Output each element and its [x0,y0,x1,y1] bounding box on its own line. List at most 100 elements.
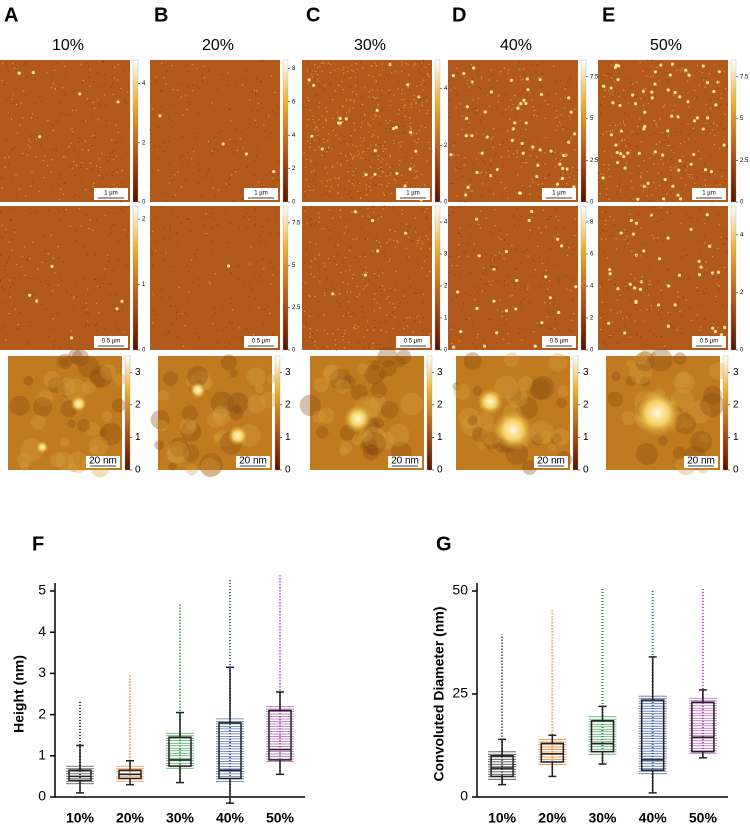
afm-particle [50,170,53,173]
box [640,699,665,771]
afm-pit [225,212,227,214]
afm-particle [389,119,391,122]
afm-pit [414,315,417,318]
afm-particle [378,115,381,118]
afm-pit [250,288,252,290]
afm-pit [521,145,524,147]
afm-particle [611,321,614,323]
afm-pit [246,166,249,168]
panel-letter: C [306,4,320,26]
afm-particle [272,177,274,179]
afm-particle [7,156,10,159]
column-title: 10% [52,37,84,54]
afm-particle [340,197,343,199]
afm-particle [392,303,394,305]
afm-particle [413,64,415,66]
afm-pit [555,207,557,210]
afm-pit [515,248,518,250]
afm-particle [475,158,478,160]
afm-pit [256,78,258,80]
afm-pit [616,228,619,230]
afm-pit [346,92,348,94]
afm-texture [200,457,220,478]
afm-particle [636,253,638,255]
afm-particle [539,92,544,97]
afm-particle [395,171,399,176]
afm-pit [165,70,168,72]
afm-particle [694,182,696,185]
afm-particle [155,76,157,78]
afm-particle [519,75,521,78]
afm-particle [214,273,217,275]
afm-texture [329,368,352,391]
afm-pit [511,127,513,129]
afm-particle [717,326,719,329]
afm-pit [401,117,403,119]
afm-pit [225,327,228,329]
x-tick-label: 10% [66,810,95,826]
afm-pit [204,327,206,329]
afm-particle [331,117,334,120]
afm-particle [319,281,321,283]
afm-pit [489,189,491,191]
afm-pit [448,255,450,258]
afm-pit [237,266,239,269]
afm-pit [516,207,518,210]
afm-particle [574,218,576,220]
afm-particle [705,103,707,106]
afm-particle [31,171,33,173]
afm-particle [89,162,92,164]
afm-particle [599,173,602,175]
afm-particle [388,63,392,67]
afm-particle [93,107,96,109]
afm-pit [630,212,632,214]
afm-pit [232,199,234,201]
afm-particle [324,84,326,87]
afm-particle [313,169,315,171]
afm-particle [456,290,460,294]
afm-pit [343,140,345,143]
afm-pit [269,232,272,235]
colorbar-tick-label: 7.5 [292,221,301,227]
afm-pit [462,301,464,304]
afm-pit [127,127,129,129]
afm-particle [640,97,642,100]
afm-pit [81,139,83,142]
afm-pit [677,127,679,129]
afm-particle [30,185,32,187]
afm-particle [92,185,94,187]
afm-particle [531,145,535,149]
afm-pit [656,221,659,223]
afm-particle [4,156,6,159]
afm-pit [354,314,356,316]
afm-pit [616,111,618,113]
afm-pit [607,121,609,123]
afm-pit [260,240,262,242]
afm-particle [353,326,355,328]
afm-particle [629,172,632,175]
afm-particle [603,150,606,153]
afm-pit [34,277,36,279]
afm-pit [688,307,690,309]
afm-particle [365,188,367,190]
afm-pit [274,113,277,115]
afm-texture [199,453,223,477]
afm-particle [516,156,518,158]
afm-particle [377,154,380,157]
afm-particle [86,168,88,170]
afm-particle [618,142,620,144]
afm-pit [58,277,60,279]
afm-pit [152,310,154,312]
afm-pit [403,125,405,127]
afm-particle [257,181,260,183]
afm-pit [327,149,329,151]
afm-pit [550,285,553,287]
afm-particle [612,94,614,96]
afm-texture [111,398,126,413]
afm-pit [326,192,328,194]
afm-pit [503,239,506,241]
afm-particle [632,83,634,85]
afm-pit [498,257,500,259]
afm-pit [339,305,341,308]
afm-pit [265,115,267,117]
